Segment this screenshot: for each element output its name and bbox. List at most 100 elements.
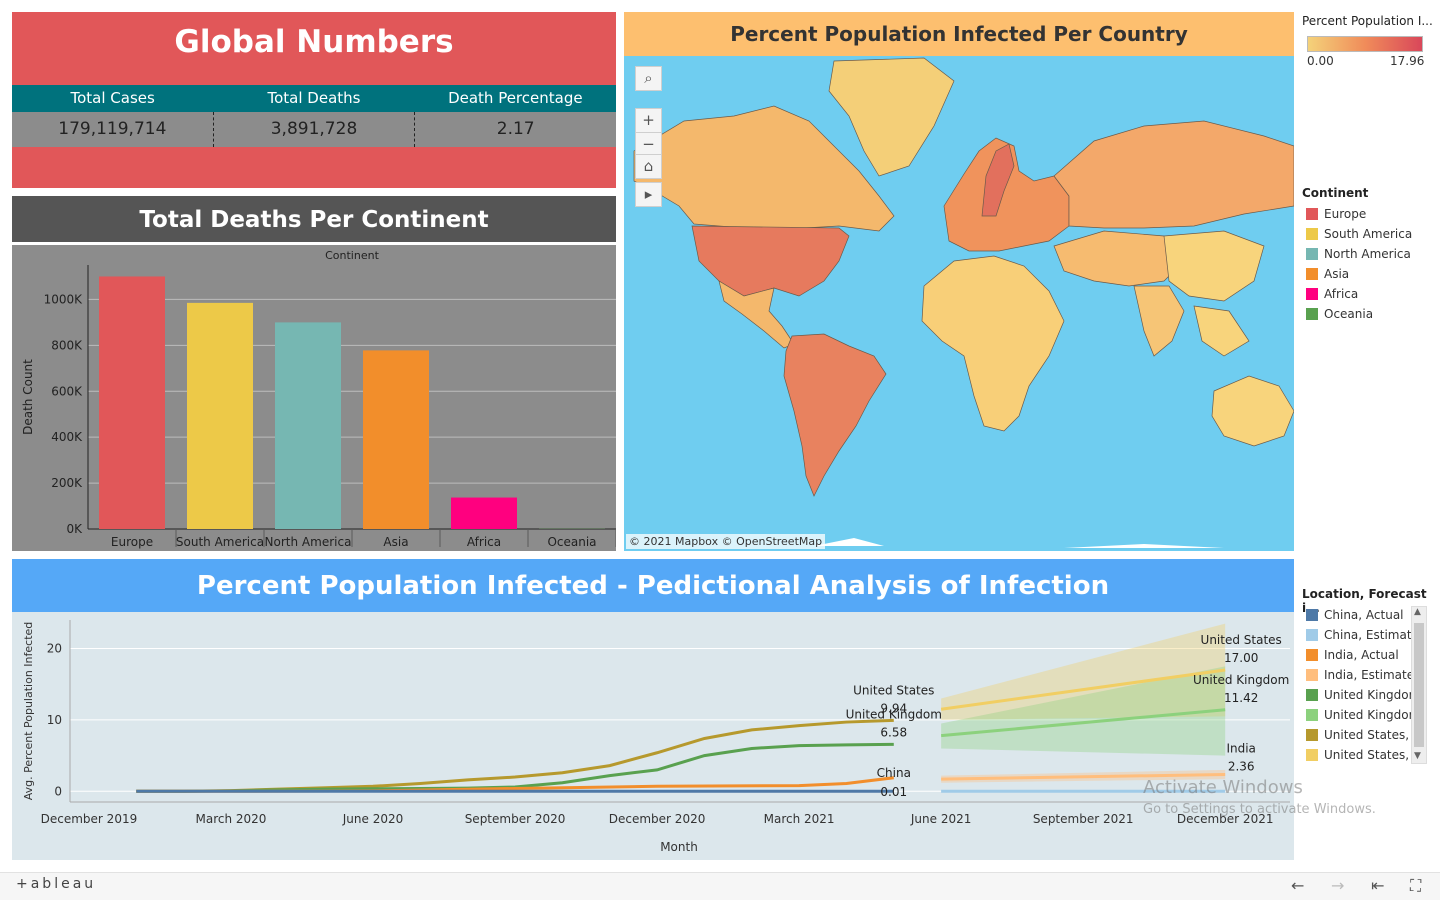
play-icon[interactable]: ▸ (635, 182, 662, 207)
search-icon[interactable]: ⌕ (635, 66, 662, 91)
scroll-thumb[interactable] (1414, 623, 1424, 747)
forecast-legend-item[interactable]: India, Estimate (1306, 668, 1414, 682)
india-shape[interactable] (1133, 285, 1185, 357)
bar-north-america[interactable] (275, 322, 341, 529)
zoom-out-icon[interactable]: − (635, 132, 662, 157)
world-map-svg (633, 57, 1294, 548)
forecast-annotation-value: 0.01 (880, 785, 907, 799)
bar-chart-svg: Continent 0K 200K 400K 600K 800K 1000K Death Co… (21, 249, 617, 549)
forecast-x-tick-label: December 2021 (1177, 812, 1274, 826)
bar-asia[interactable] (363, 350, 429, 529)
bar-y-axis-label: Death Count (21, 359, 35, 435)
forecast-annotation-name: United Kingdom (1193, 673, 1289, 687)
forecast-legend-label: China, Actual (1324, 608, 1404, 622)
forecast-legend-label: India, Estimate (1324, 668, 1415, 682)
revert-icon[interactable]: ⇤ (1371, 876, 1385, 895)
canada-shape[interactable] (633, 105, 895, 232)
greenland-shape[interactable] (828, 57, 955, 177)
usa-shape[interactable] (691, 225, 850, 297)
forecast-band[interactable] (941, 666, 1226, 756)
deaths-per-continent-title: Total Deaths Per Continent (12, 196, 616, 242)
series-line-united-states-actual[interactable] (136, 718, 894, 793)
forecast-chart[interactable]: 0 10 20 Avg. Percent Population Infected Mon… (12, 612, 1294, 860)
bar-y-tick-label: 0K (66, 522, 83, 536)
forecast-legend-item[interactable]: China, Actual (1306, 608, 1404, 622)
forecast-legend-scrollbar[interactable]: ▲ ▼ (1411, 606, 1427, 764)
antarctica-shape (814, 538, 1224, 548)
forecast-x-tick-label: September 2021 (1033, 812, 1134, 826)
deaths-per-continent-chart[interactable]: Continent 0K 200K 400K 600K 800K 1000K Death Co… (12, 245, 617, 551)
continent-legend-swatch (1306, 308, 1318, 320)
redo-icon[interactable]: → (1331, 876, 1345, 895)
australia-shape[interactable] (1211, 375, 1294, 447)
forecast-legend-swatch (1306, 729, 1318, 741)
tableau-logo[interactable]: +ableau (16, 876, 96, 892)
global-numbers-header-row: Total Cases Total Deaths Death Percentag… (12, 85, 616, 112)
forecast-annotation-name: India (1226, 741, 1255, 755)
bar-y-tick-label: 1000K (44, 292, 84, 306)
forecast-legend-swatch (1306, 649, 1318, 661)
continent-legend-label: South America (1324, 227, 1413, 241)
continent-legend-item[interactable]: South America (1306, 227, 1412, 241)
forecast-band[interactable] (941, 623, 1226, 720)
continent-legend-title: Continent (1302, 186, 1369, 200)
south-america-shape[interactable] (783, 333, 887, 497)
forecast-legend-item[interactable]: United States, A (1306, 728, 1421, 742)
forecast-y-tick-label: 0 (54, 784, 62, 798)
china-shape[interactable] (1163, 230, 1265, 302)
bar-category-label: North America (265, 535, 352, 549)
forecast-x-tick-label: March 2020 (196, 812, 267, 826)
global-numbers-title: Global Numbers (174, 24, 454, 60)
forecast-annotation-value: 9.94 (880, 701, 907, 715)
total-cases-value[interactable]: 179,119,714 (58, 119, 167, 139)
zoom-in-icon[interactable]: + (635, 108, 662, 133)
continent-legend-swatch (1306, 248, 1318, 260)
bar-category-label: Oceania (547, 535, 596, 549)
bar-y-tick-label: 600K (51, 384, 83, 398)
forecast-x-axis-label: Month (660, 840, 698, 854)
continent-legend-item[interactable]: North America (1306, 247, 1411, 261)
forecast-annotation-name: China (877, 766, 911, 780)
global-numbers-panel: Global Numbers Total Cases Total Deaths … (12, 12, 616, 188)
southeast-asia-shape[interactable] (1193, 305, 1250, 357)
fullscreen-icon[interactable]: ⛶ (1410, 876, 1422, 895)
bar-africa[interactable] (451, 497, 517, 529)
continent-legend-label: Europe (1324, 207, 1367, 221)
forecast-legend-label: China, Estimate (1324, 628, 1419, 642)
forecast-annotation-value: 2.36 (1228, 759, 1255, 773)
continent-legend-item[interactable]: Oceania (1306, 307, 1373, 321)
scandinavia-shape[interactable] (981, 143, 1015, 217)
continent-legend-label: Africa (1324, 287, 1359, 301)
death-percentage-value[interactable]: 2.17 (414, 112, 616, 147)
map-attribution[interactable]: © 2021 Mapbox © OpenStreetMap (626, 534, 826, 549)
scroll-up-icon[interactable]: ▲ (1414, 607, 1421, 617)
bar-europe[interactable] (99, 276, 165, 529)
forecast-legend-label: India, Actual (1324, 648, 1399, 662)
total-deaths-value[interactable]: 3,891,728 (212, 112, 415, 147)
forecast-x-tick-label: March 2021 (764, 812, 835, 826)
forecast-legend-item[interactable]: United States, E (1306, 748, 1420, 762)
series-line-india-estimate[interactable] (941, 772, 1226, 781)
series-line-united-states-estimate[interactable] (940, 668, 1226, 711)
continent-legend-item[interactable]: Africa (1306, 287, 1358, 301)
forecast-annotation-value: 17.00 (1224, 651, 1258, 665)
forecast-legend-item[interactable]: China, Estimate (1306, 628, 1419, 642)
scroll-down-icon[interactable]: ▼ (1414, 751, 1421, 761)
home-icon[interactable]: ⌂ (635, 154, 662, 179)
undo-icon[interactable]: ← (1291, 876, 1305, 895)
forecast-x-tick-label: September 2020 (465, 812, 566, 826)
russia-shape[interactable] (1053, 120, 1294, 229)
series-line-united-kingdom-estimate[interactable] (940, 708, 1226, 738)
bar-south-america[interactable] (187, 302, 253, 529)
tableau-footer (0, 872, 1440, 900)
continent-legend-item[interactable]: Asia (1306, 267, 1349, 281)
forecast-legend-item[interactable]: United Kingdom (1306, 708, 1420, 722)
central-asia-shape[interactable] (1053, 230, 1185, 287)
forecast-legend-item[interactable]: United Kingdom (1306, 688, 1420, 702)
africa-shape[interactable] (921, 255, 1065, 432)
forecast-legend-item[interactable]: India, Actual (1306, 648, 1399, 662)
bar-chart-header: Continent (325, 249, 379, 262)
continent-legend-item[interactable]: Europe (1306, 207, 1366, 221)
infection-map[interactable] (624, 56, 1294, 551)
continent-legend-label: Oceania (1324, 307, 1374, 321)
